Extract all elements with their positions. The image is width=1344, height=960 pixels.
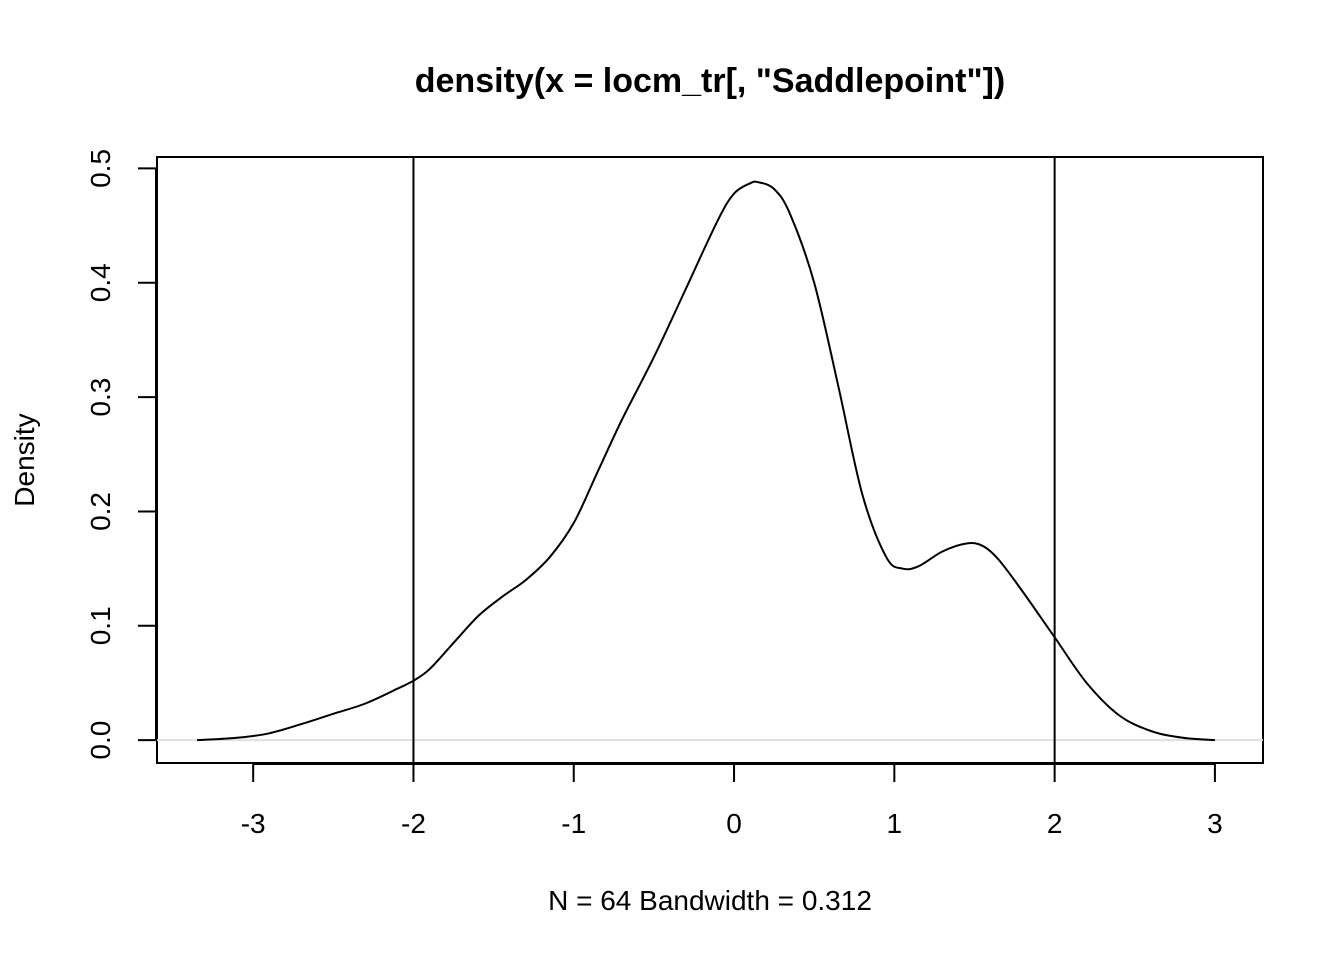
y-tick-label: 0.5 bbox=[85, 149, 116, 188]
y-axis-label: Density bbox=[9, 413, 40, 506]
x-tick-label: 0 bbox=[726, 808, 742, 839]
density-curve bbox=[197, 180, 1215, 742]
x-tick-label: 3 bbox=[1207, 808, 1223, 839]
x-tick-label: -2 bbox=[401, 808, 426, 839]
x-tick-label: 2 bbox=[1047, 808, 1063, 839]
x-axis: -3 -2 -1 0 1 2 3 bbox=[241, 763, 1223, 839]
x-axis-label: N = 64 Bandwidth = 0.312 bbox=[548, 885, 872, 916]
chart-title: density(x = locm_tr[, "Saddlepoint"]) bbox=[415, 62, 1005, 100]
y-axis: 0.0 0.1 0.2 0.3 0.4 0.5 bbox=[85, 149, 157, 760]
y-tick-label: 0.3 bbox=[85, 378, 116, 417]
x-tick-label: 1 bbox=[887, 808, 903, 839]
y-tick-label: 0.2 bbox=[85, 492, 116, 531]
y-tick-label: 0.4 bbox=[85, 263, 116, 302]
plot-frame bbox=[156, 156, 1264, 764]
x-tick-label: -3 bbox=[241, 808, 266, 839]
y-tick-label: 0.1 bbox=[85, 606, 116, 645]
x-tick-label: -1 bbox=[561, 808, 586, 839]
y-tick-label: 0.0 bbox=[85, 721, 116, 760]
plot-area bbox=[157, 157, 1263, 763]
